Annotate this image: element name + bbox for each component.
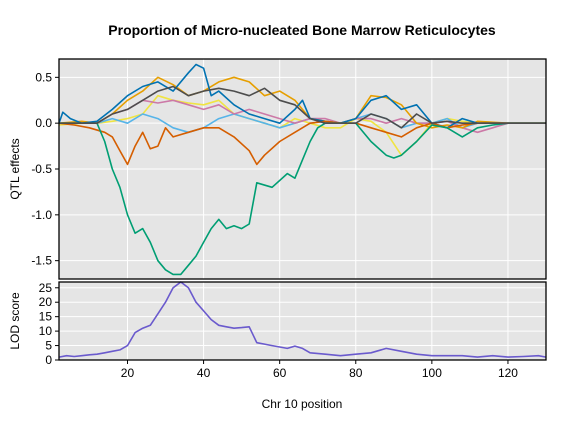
- x-ticks: 20 40 60 80 100 120: [121, 360, 518, 380]
- effects-y-tick-label: -1.5: [31, 254, 52, 268]
- effects-series-line-7: [59, 85, 546, 129]
- lod-y-tick-label: 5: [45, 339, 52, 353]
- effects-y-tick-label: 0.0: [35, 116, 52, 130]
- lod-plot-background: [59, 282, 546, 360]
- lod-series-group: [58, 281, 547, 358]
- x-tick-label: 40: [197, 366, 211, 380]
- effects-y-tick-label: 0.5: [35, 70, 52, 84]
- x-tick-label: 60: [273, 366, 287, 380]
- effects-series-line-5: [58, 120, 546, 166]
- lod-y-tick-label: 0: [45, 353, 52, 367]
- effects-y-tick-label: -1.0: [31, 208, 52, 222]
- lod-plot-border: [58, 281, 547, 361]
- lod-series-line-0: [58, 281, 547, 358]
- lod-y-tick-label: 10: [39, 324, 53, 338]
- effects-y-axis-label: QTL effects: [8, 138, 22, 199]
- lod-y-tick-label: 20: [39, 295, 53, 309]
- x-tick-label: 100: [422, 366, 442, 380]
- lod-y-tick-label: 25: [39, 281, 53, 295]
- effects-series-group: [58, 63, 546, 276]
- effects-series-line-4: [58, 63, 546, 129]
- effects-series-line-3: [58, 76, 546, 129]
- effects-y-tick-label: -0.5: [31, 162, 52, 176]
- x-tick-label: 80: [349, 366, 363, 380]
- effects-series-line-6: [59, 122, 546, 276]
- lod-y-tick-label: 15: [39, 310, 53, 324]
- effects-y-ticks: -1.5 -1.0 -0.5 0.0 0.5: [31, 70, 59, 268]
- chart-title: Proportion of Micro-nucleated Bone Marro…: [108, 22, 496, 38]
- effects-panel: -1.5 -1.0 -0.5 0.0 0.5 QTL effects: [8, 58, 547, 280]
- lod-y-axis-label: LOD score: [8, 292, 22, 350]
- x-axis-label: Chr 10 position: [262, 397, 343, 411]
- x-tick-label: 20: [121, 366, 135, 380]
- x-tick-label: 120: [498, 366, 518, 380]
